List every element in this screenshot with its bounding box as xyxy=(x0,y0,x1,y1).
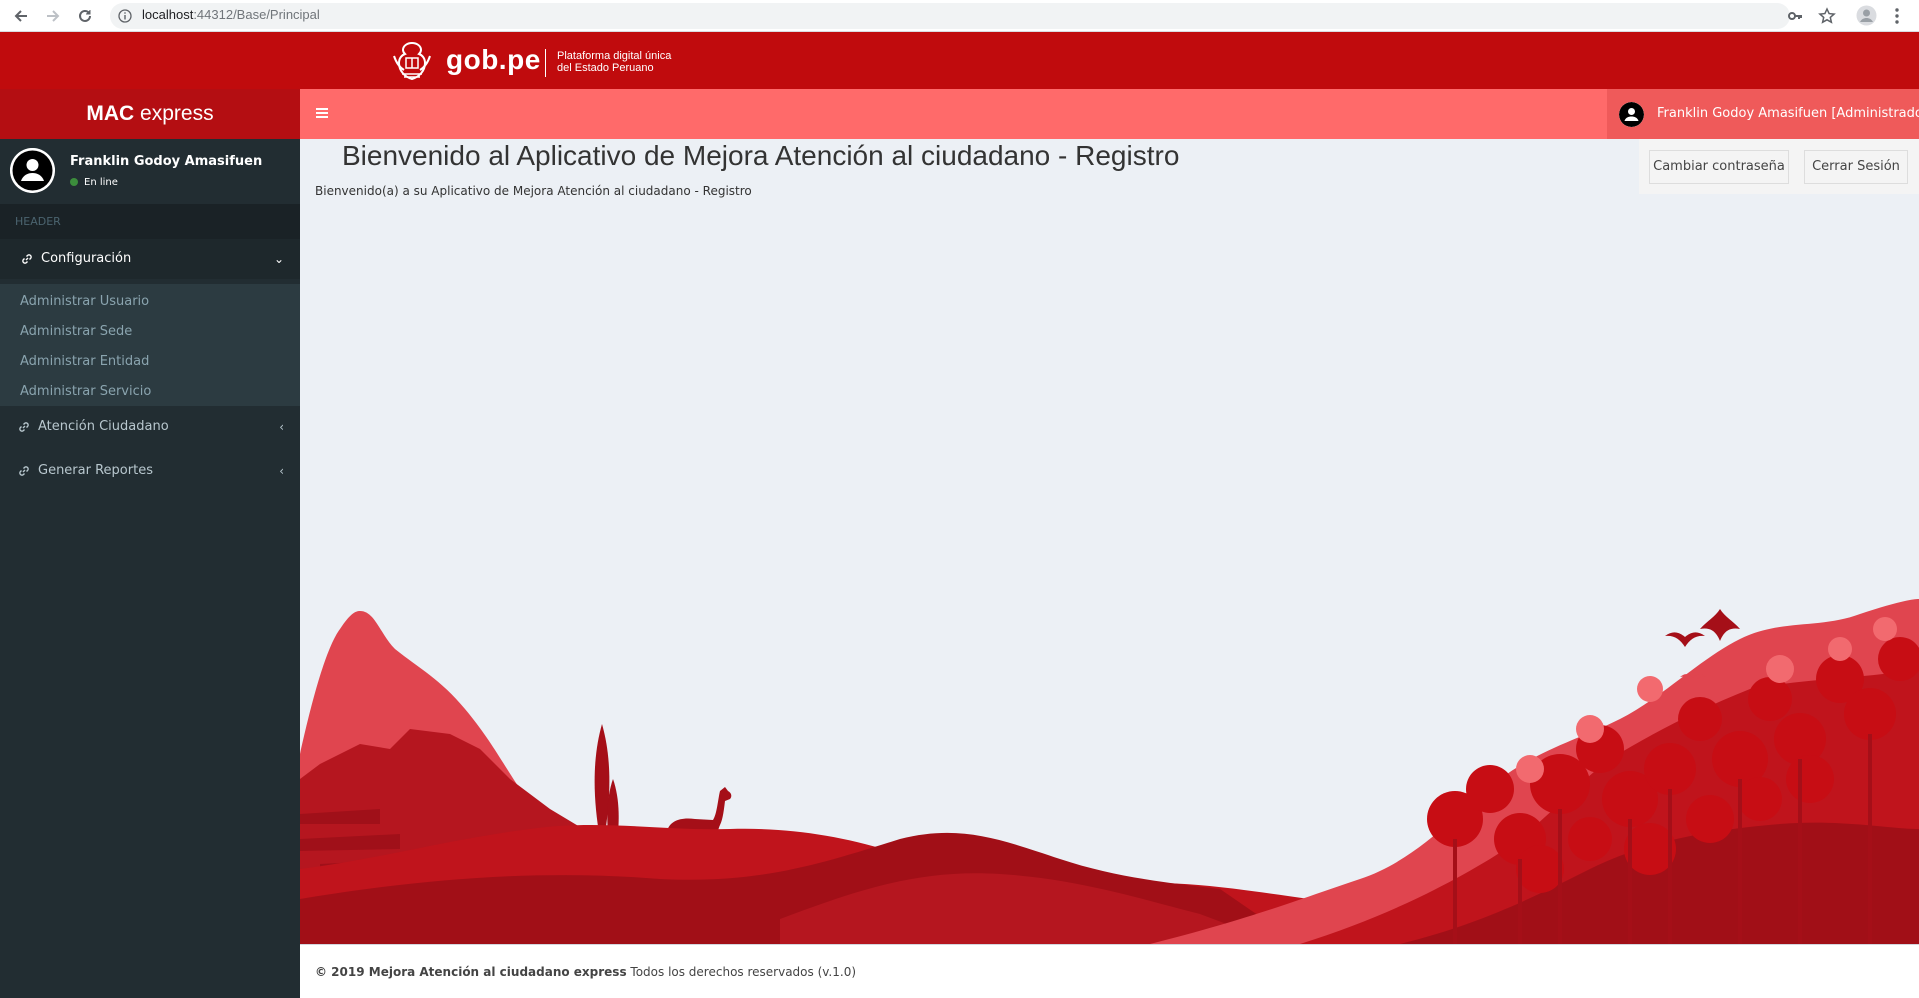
submenu-item-administrar-sede[interactable]: Administrar Sede xyxy=(20,324,133,339)
submenu-item-administrar-entidad[interactable]: Administrar Entidad xyxy=(20,354,150,369)
footer: © 2019 Mejora Atención al ciudadano expr… xyxy=(300,944,1919,998)
gov-separator xyxy=(545,49,546,77)
kebab-menu-icon[interactable] xyxy=(1894,7,1900,25)
app-logo-rest: express xyxy=(134,102,214,125)
url-text[interactable]: localhost:44312/Base/Principal xyxy=(142,7,320,22)
main-content: Bienvenido al Aplicativo de Mejora Atenc… xyxy=(300,139,1919,944)
sidebar-item-generar-reportes[interactable]: Generar Reportes ‹ xyxy=(0,451,300,491)
sidebar-header-label: HEADER xyxy=(0,204,300,239)
footer-copyright: © 2019 Mejora Atención al ciudadano expr… xyxy=(315,965,627,979)
sidebar-item-atencion-ciudadano[interactable]: Atención Ciudadano ‹ xyxy=(0,407,300,447)
avatar xyxy=(1619,102,1644,127)
submenu-item-administrar-servicio[interactable]: Administrar Servicio xyxy=(20,384,152,399)
page-title: Bienvenido al Aplicativo de Mejora Atenc… xyxy=(342,140,1180,171)
address-bar[interactable] xyxy=(110,3,1790,29)
user-status-label: En line xyxy=(84,177,118,188)
sidebar-item-label: Configuración xyxy=(41,251,132,266)
star-icon[interactable] xyxy=(1818,7,1836,25)
peru-shield-logo xyxy=(393,41,431,81)
forward-arrow-icon[interactable] xyxy=(42,5,64,27)
footer-rights: Todos los derechos reservados (v.1.0) xyxy=(626,965,857,979)
url-path: :44312/Base/Principal xyxy=(193,7,320,22)
sidebar-item-label: Atención Ciudadano xyxy=(38,419,169,434)
chevron-left-icon: ‹ xyxy=(279,464,284,478)
url-host: localhost xyxy=(142,7,194,22)
key-icon[interactable] xyxy=(1787,8,1803,24)
user-name: Franklin Godoy Amasifuen xyxy=(70,154,263,169)
submenu-item-administrar-usuario[interactable]: Administrar Usuario xyxy=(20,294,150,309)
hamburger-menu-icon[interactable] xyxy=(315,106,329,120)
page-description: Bienvenido(a) a su Aplicativo de Mejora … xyxy=(315,184,752,198)
app-logo[interactable]: MAC express xyxy=(0,89,300,139)
gov-subtitle: Plataforma digital única del Estado Peru… xyxy=(557,50,671,74)
app-logo-bold: MAC xyxy=(86,102,135,125)
user-menu-label: Franklin Godoy Amasifuen [Administrador] xyxy=(1657,106,1919,121)
user-panel: Franklin Godoy Amasifuen En line xyxy=(0,139,300,204)
logout-button[interactable]: Cerrar Sesión xyxy=(1804,150,1908,184)
link-icon xyxy=(19,422,29,432)
profile-icon[interactable] xyxy=(1856,5,1877,26)
sidebar-item-configuracion[interactable]: Configuración ⌄ xyxy=(0,239,300,279)
change-password-button[interactable]: Cambiar contraseña xyxy=(1649,150,1789,184)
link-icon xyxy=(19,466,29,476)
top-navbar: Franklin Godoy Amasifuen [Administrador] xyxy=(300,89,1919,139)
back-arrow-icon[interactable] xyxy=(10,5,32,27)
info-icon[interactable] xyxy=(118,9,132,23)
account-actions: Cambiar contraseña Cerrar Sesión xyxy=(1639,139,1919,194)
online-status-dot-icon xyxy=(70,178,78,186)
sidebar: MAC express Franklin Godoy Amasifuen En … xyxy=(0,89,300,998)
sidebar-item-label: Generar Reportes xyxy=(38,463,153,478)
link-icon xyxy=(22,254,32,264)
avatar xyxy=(10,148,55,193)
user-status: En line xyxy=(70,177,118,188)
gov-brand-text: gob.pe xyxy=(446,44,541,75)
browser-toolbar: localhost:44312/Base/Principal xyxy=(0,0,1919,32)
gov-banner: gob.pe Plataforma digital única del Esta… xyxy=(0,32,1919,89)
chevron-left-icon: ‹ xyxy=(279,420,284,434)
gov-subtitle-line2: del Estado Peruano xyxy=(557,62,654,74)
user-silhouette-icon xyxy=(1619,102,1644,127)
submenu-configuracion: Administrar Usuario Administrar Sede Adm… xyxy=(0,284,300,406)
reload-icon[interactable] xyxy=(74,5,96,27)
landscape-illustration xyxy=(300,599,1919,944)
chevron-down-icon: ⌄ xyxy=(273,252,284,266)
user-menu[interactable]: Franklin Godoy Amasifuen [Administrador] xyxy=(1607,89,1919,139)
user-silhouette-icon xyxy=(10,148,55,193)
gov-subtitle-line1: Plataforma digital única xyxy=(557,50,672,62)
footer-text: © 2019 Mejora Atención al ciudadano expr… xyxy=(315,965,856,979)
